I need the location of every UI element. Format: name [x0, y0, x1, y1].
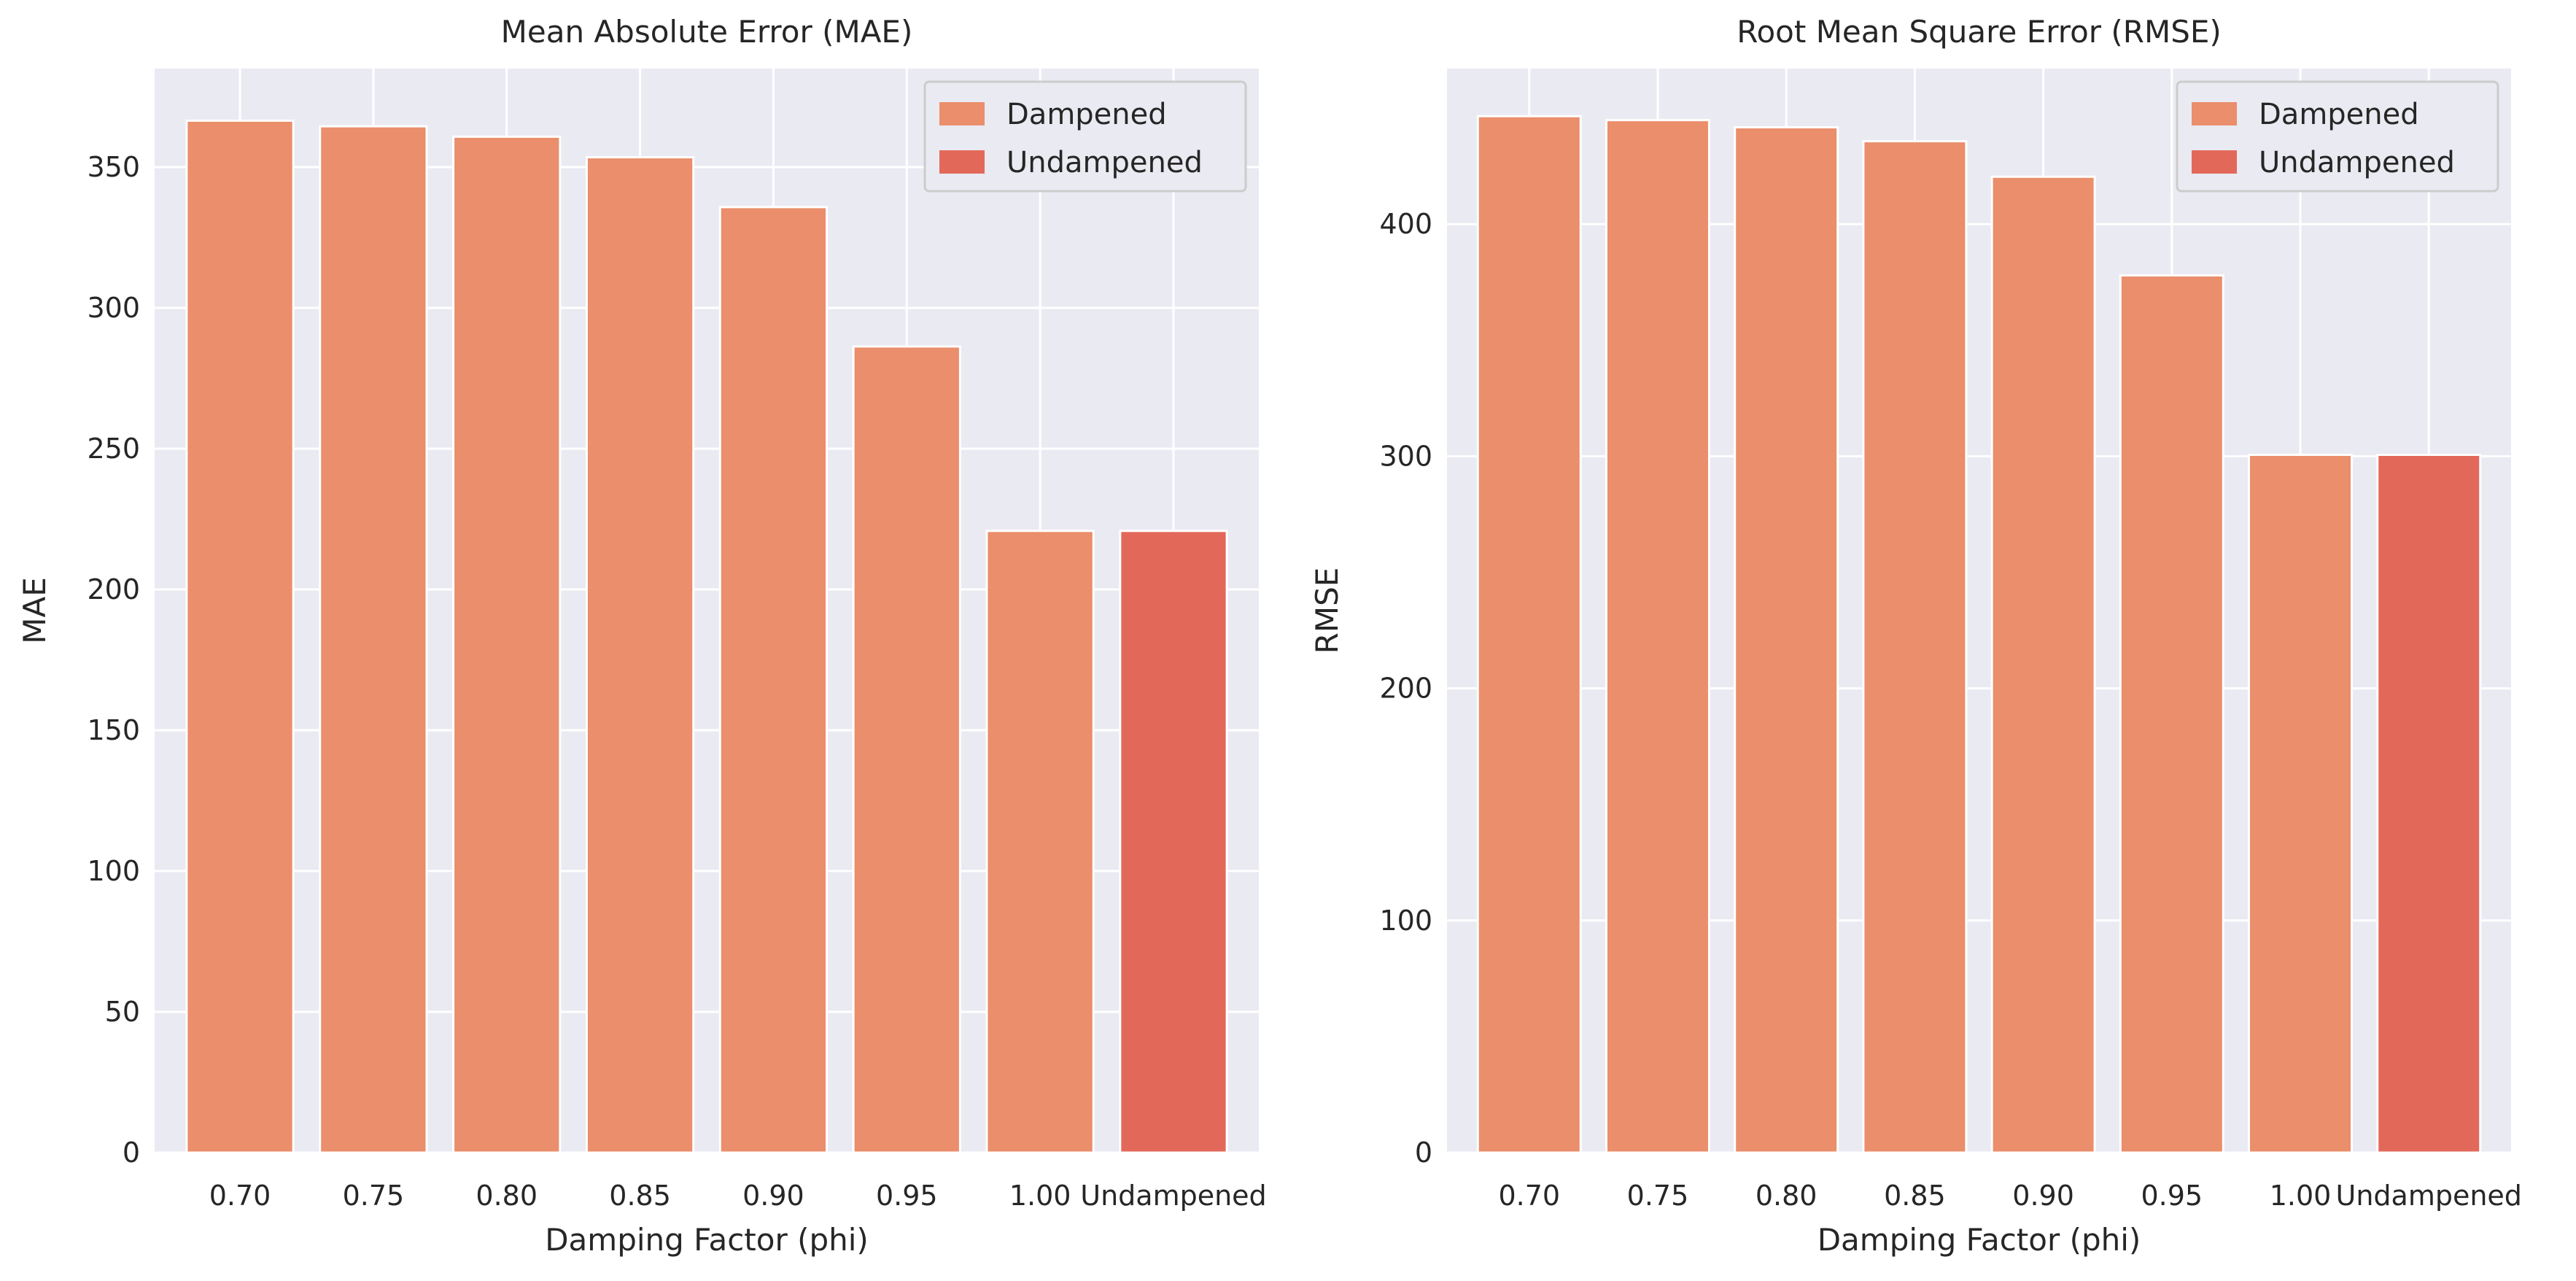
rmse-y-tick-label: 400 [1379, 208, 1432, 240]
mae-bar-0-75 [319, 125, 428, 1154]
mae-bar-undampened [1119, 530, 1228, 1154]
rmse-x-tick-label: 1.00 [2270, 1180, 2332, 1212]
rmse-x-axis-label: Damping Factor (phi) [1817, 1222, 2141, 1258]
rmse-x-tick-label: 0.70 [1498, 1180, 1560, 1212]
rmse-bar-0-70 [1476, 115, 1582, 1154]
mae-x-tick-label: 0.80 [476, 1180, 538, 1212]
rmse-x-tick-label: 0.95 [2141, 1180, 2203, 1212]
mae-y-tick-label: 200 [87, 573, 140, 605]
rmse-legend-swatch-dampened [2192, 102, 2237, 125]
rmse-legend: Dampened Undampened [2176, 80, 2499, 193]
mae-x-tick-labels: 0.70 0.75 0.80 0.85 0.90 0.95 1.00 Undampened [209, 1180, 1267, 1212]
rmse-legend-label-dampened: Dampened [2259, 98, 2419, 131]
mae-bar-0-90 [718, 206, 829, 1154]
mae-chart-title: Mean Absolute Error (MAE) [501, 14, 913, 50]
rmse-bar-0-75 [1605, 119, 1710, 1154]
mae-legend-swatch-undampened [939, 150, 985, 174]
rmse-y-tick-labels: 0 100 200 300 400 [1379, 208, 1432, 1169]
mae-legend-label-undampened: Undampened [1006, 146, 1203, 179]
mae-legend-box [923, 80, 1247, 193]
rmse-bar-undampened [2376, 453, 2482, 1154]
mae-x-tick-label: 0.95 [876, 1180, 938, 1212]
mae-y-tick-label: 250 [87, 433, 140, 465]
rmse-y-axis-label: RMSE [1309, 568, 1345, 654]
rmse-legend-swatch-undampened [2192, 150, 2237, 174]
rmse-y-tick-label: 200 [1379, 673, 1432, 705]
mae-x-tick-label: 1.00 [1009, 1180, 1071, 1212]
rmse-x-tick-label: 0.85 [1884, 1180, 1946, 1212]
rmse-bars [1476, 115, 2482, 1154]
rmse-y-tick-label: 100 [1379, 905, 1432, 937]
rmse-y-tick-label: 300 [1379, 440, 1432, 472]
mae-bar-0-80 [452, 135, 562, 1154]
rmse-x-tick-label: 0.90 [2012, 1180, 2074, 1212]
rmse-y-tick-label: 0 [1415, 1137, 1432, 1169]
mae-y-tick-label: 300 [87, 292, 140, 324]
rmse-chart-panel: 0 100 200 300 400 0.70 0.75 0.80 0.85 0.90 0.95 1.… [1309, 14, 2522, 1258]
mae-bar-0-95 [852, 345, 961, 1154]
mae-y-tick-label: 0 [123, 1137, 140, 1169]
rmse-x-tick-label: 0.80 [1756, 1180, 1817, 1212]
mae-x-tick-label: Undampened [1080, 1180, 1266, 1212]
mae-bar-0-70 [185, 119, 295, 1154]
rmse-legend-box [2176, 80, 2499, 193]
mae-y-tick-labels: 0 50 100 150 200 250 300 350 [87, 151, 140, 1169]
mae-legend-label-dampened: Dampened [1006, 98, 1167, 131]
mae-y-tick-label: 350 [87, 151, 140, 183]
mae-x-tick-label: 0.90 [742, 1180, 804, 1212]
rmse-chart-title: Root Mean Square Error (RMSE) [1737, 14, 2222, 50]
rmse-bar-0-80 [1734, 126, 1839, 1154]
rmse-bar-0-85 [1862, 140, 1968, 1154]
mae-bar-0-85 [585, 156, 695, 1154]
mae-y-tick-label: 100 [87, 855, 140, 887]
mae-y-tick-label: 150 [87, 714, 140, 746]
rmse-x-tick-labels: 0.70 0.75 0.80 0.85 0.90 0.95 1.00 Undampened [1498, 1180, 2521, 1212]
mae-legend: Dampened Undampened [923, 80, 1247, 193]
mae-x-tick-label: 0.85 [609, 1180, 671, 1212]
mae-x-tick-label: 0.75 [343, 1180, 405, 1212]
rmse-bar-1-00 [2248, 453, 2354, 1154]
mae-x-tick-label: 0.70 [209, 1180, 271, 1212]
mae-bar-1-00 [985, 530, 1095, 1154]
mae-bars [185, 119, 1228, 1154]
mae-x-axis-label: Damping Factor (phi) [545, 1222, 869, 1258]
mae-y-tick-label: 50 [105, 996, 140, 1028]
rmse-bar-0-95 [2119, 274, 2224, 1154]
mae-y-axis-label: MAE [17, 577, 53, 644]
rmse-legend-label-undampened: Undampened [2259, 146, 2455, 179]
mae-legend-swatch-dampened [939, 102, 985, 125]
rmse-x-tick-label: 0.75 [1627, 1180, 1689, 1212]
rmse-x-tick-label: Undampened [2336, 1180, 2522, 1212]
rmse-bar-0-90 [1990, 175, 2096, 1154]
